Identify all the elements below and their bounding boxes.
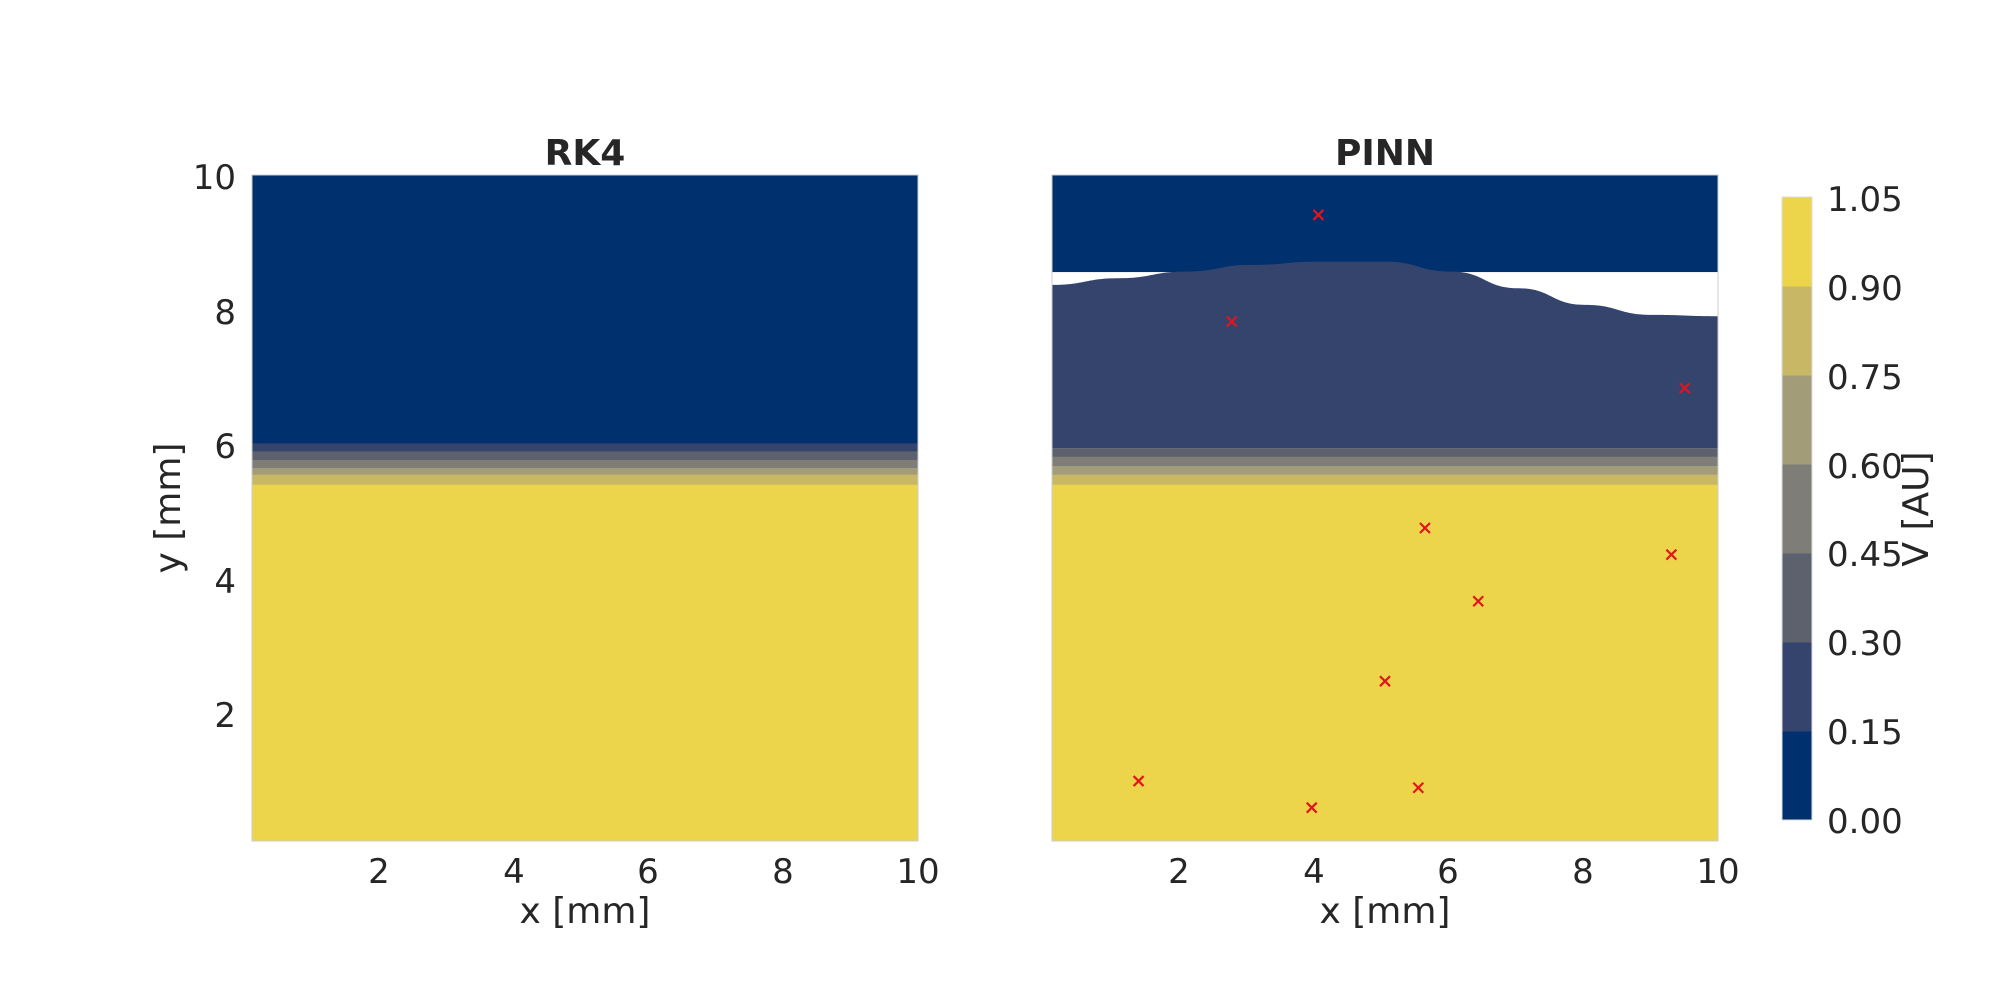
marker-stroke <box>1665 548 1678 561</box>
colorbar-band <box>1782 642 1812 732</box>
colorbar-band <box>1782 197 1812 287</box>
y-ticks-rk4: 2 4 6 8 10 <box>193 158 236 736</box>
x-tick-label: 2 <box>1168 852 1190 892</box>
contour-band <box>1052 448 1718 458</box>
x-ticks-pinn: 2 4 6 8 10 <box>1168 852 1739 892</box>
contour-band <box>1052 261 1718 449</box>
x-axis-label-rk4: x [mm] <box>520 891 651 932</box>
contour-band <box>1052 466 1718 476</box>
colorbar-frame <box>1781 196 1813 821</box>
colorbar-band <box>1782 286 1812 376</box>
x-tick-label: 4 <box>1303 852 1325 892</box>
y-tick-label: 4 <box>214 562 236 602</box>
contour-band <box>252 468 918 476</box>
contour-band <box>252 451 918 461</box>
colorbar-tick-label: 0.90 <box>1827 269 1903 309</box>
sample-points-pinn <box>1132 209 1691 814</box>
sample-point-marker <box>1665 548 1678 561</box>
sample-point-marker <box>1226 315 1238 328</box>
x-tick-label: 4 <box>503 852 525 892</box>
y-tick-label: 6 <box>214 427 236 467</box>
colorbar-tick-label: 0.60 <box>1827 447 1903 487</box>
colorbar-tick-label: 0.75 <box>1827 358 1903 398</box>
panel-title-pinn: PINN <box>1335 133 1435 174</box>
sample-point-marker <box>1678 382 1691 394</box>
x-tick-label: 2 <box>368 852 390 892</box>
x-tick-label: 6 <box>637 852 659 892</box>
plot-area-rk4 <box>252 175 918 842</box>
marker-stroke <box>1132 775 1145 787</box>
sample-point-marker <box>1312 209 1325 221</box>
colorbar-tick-label: 1.05 <box>1827 180 1903 220</box>
sample-point-marker <box>1419 522 1431 534</box>
colorbar-tick-label: 0.15 <box>1827 713 1903 753</box>
sample-point-marker <box>1472 595 1485 608</box>
sample-point-marker <box>1132 775 1145 787</box>
x-ticks-rk4: 2 4 6 8 10 <box>368 852 939 892</box>
sample-point-marker <box>1379 675 1391 687</box>
x-tick-label: 8 <box>1572 852 1594 892</box>
contour-band <box>252 484 918 842</box>
y-tick-label: 2 <box>214 696 236 736</box>
contour-band <box>252 443 918 452</box>
y-axis-label-rk4: y [mm] <box>148 443 189 574</box>
colorbar-band <box>1782 464 1812 554</box>
y-tick-label: 10 <box>193 158 236 198</box>
contour-band <box>252 460 918 469</box>
contour-band <box>1052 175 1718 273</box>
contour-band <box>252 474 918 486</box>
colorbar-band <box>1782 375 1812 465</box>
plot-frame-pinn <box>1051 174 1719 842</box>
marker-stroke <box>1419 522 1431 534</box>
marker-stroke <box>1412 781 1425 794</box>
colorbar-band <box>1782 731 1812 821</box>
sample-point-marker <box>1305 801 1318 814</box>
x-tick-label: 10 <box>896 852 939 892</box>
panel-title-rk4: RK4 <box>545 133 626 174</box>
marker-stroke <box>1379 675 1391 687</box>
marker-stroke <box>1678 382 1691 394</box>
plot-area-pinn <box>1052 175 1718 842</box>
y-tick-label: 8 <box>214 293 236 333</box>
x-tick-label: 6 <box>1437 852 1459 892</box>
sample-point-marker <box>1412 781 1425 794</box>
marker-stroke <box>1305 801 1318 814</box>
colorbar-tick-label: 0.30 <box>1827 624 1903 664</box>
colorbar-band <box>1782 553 1812 643</box>
x-axis-label-pinn: x [mm] <box>1320 891 1451 932</box>
colorbar-label: V [AU] <box>1896 451 1937 566</box>
colorbar-tick-label: 0.00 <box>1827 802 1903 842</box>
marker-stroke <box>1472 595 1485 608</box>
marker-stroke <box>1226 315 1238 328</box>
panel-rk4: RK4 2 4 6 8 10 2 4 6 8 10 x [mm] y [mm] <box>148 133 940 932</box>
contour-band <box>252 175 918 444</box>
plot-frame-rk4 <box>251 174 919 842</box>
colorbar-bands <box>1781 196 1813 821</box>
x-tick-label: 8 <box>772 852 794 892</box>
colorbar-tick-label: 0.45 <box>1827 535 1903 575</box>
contour-band <box>1052 474 1718 486</box>
contour-band <box>1052 456 1718 467</box>
marker-stroke <box>1312 209 1325 221</box>
colorbar-ticks: 0.00 0.15 0.30 0.45 0.60 0.75 0.90 1.05 <box>1827 180 1903 842</box>
x-tick-label: 10 <box>1696 852 1739 892</box>
colorbar: 0.00 0.15 0.30 0.45 0.60 0.75 0.90 1.05 … <box>1781 180 1937 842</box>
contour-band <box>1052 484 1718 842</box>
panel-pinn: PINN 2 4 6 8 10 x [mm] <box>1051 133 1740 932</box>
